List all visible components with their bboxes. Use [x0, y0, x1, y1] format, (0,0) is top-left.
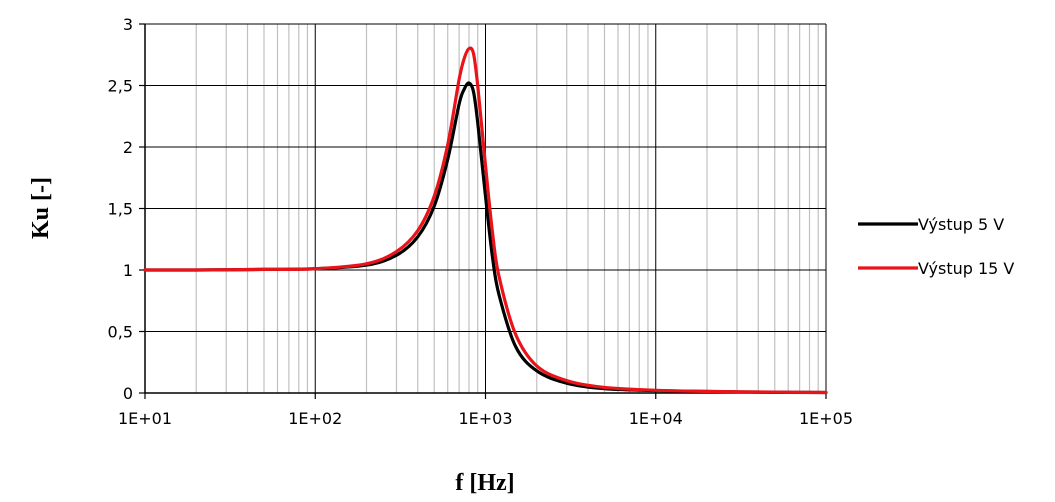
- legend-label-2: Výstup 15 V: [918, 259, 1014, 278]
- series-line-2: [143, 46, 828, 395]
- y-tick-label: 1,5: [108, 200, 133, 219]
- x-tick-label: 1E+03: [458, 409, 512, 428]
- legend: Výstup 5 V Výstup 15 V: [858, 215, 1014, 278]
- y-tick-label: 3: [123, 15, 133, 34]
- x-tick-label: 1E+04: [629, 409, 683, 428]
- legend-label-1: Výstup 5 V: [918, 215, 1004, 234]
- y-tick-label: 2: [123, 138, 133, 157]
- y-axis-title: Ku [-]: [28, 177, 54, 239]
- axes: [139, 23, 827, 399]
- y-tick-label: 0,5: [108, 323, 133, 342]
- x-tick-label: 1E+01: [118, 409, 172, 428]
- x-tick-label: 1E+02: [288, 409, 342, 428]
- y-tick-label: 0: [123, 384, 133, 403]
- y-tick-label: 2,5: [108, 77, 133, 96]
- x-axis-title: f [Hz]: [455, 470, 514, 496]
- series-group: [143, 46, 828, 395]
- tick-labels: 0 0,5 1 1,5 2 2,5 3 1E+01 1E+02 1E+03 1E+04 1E+05: [108, 15, 853, 428]
- x-tick-label: 1E+05: [799, 409, 853, 428]
- y-tick-label: 1: [123, 261, 133, 280]
